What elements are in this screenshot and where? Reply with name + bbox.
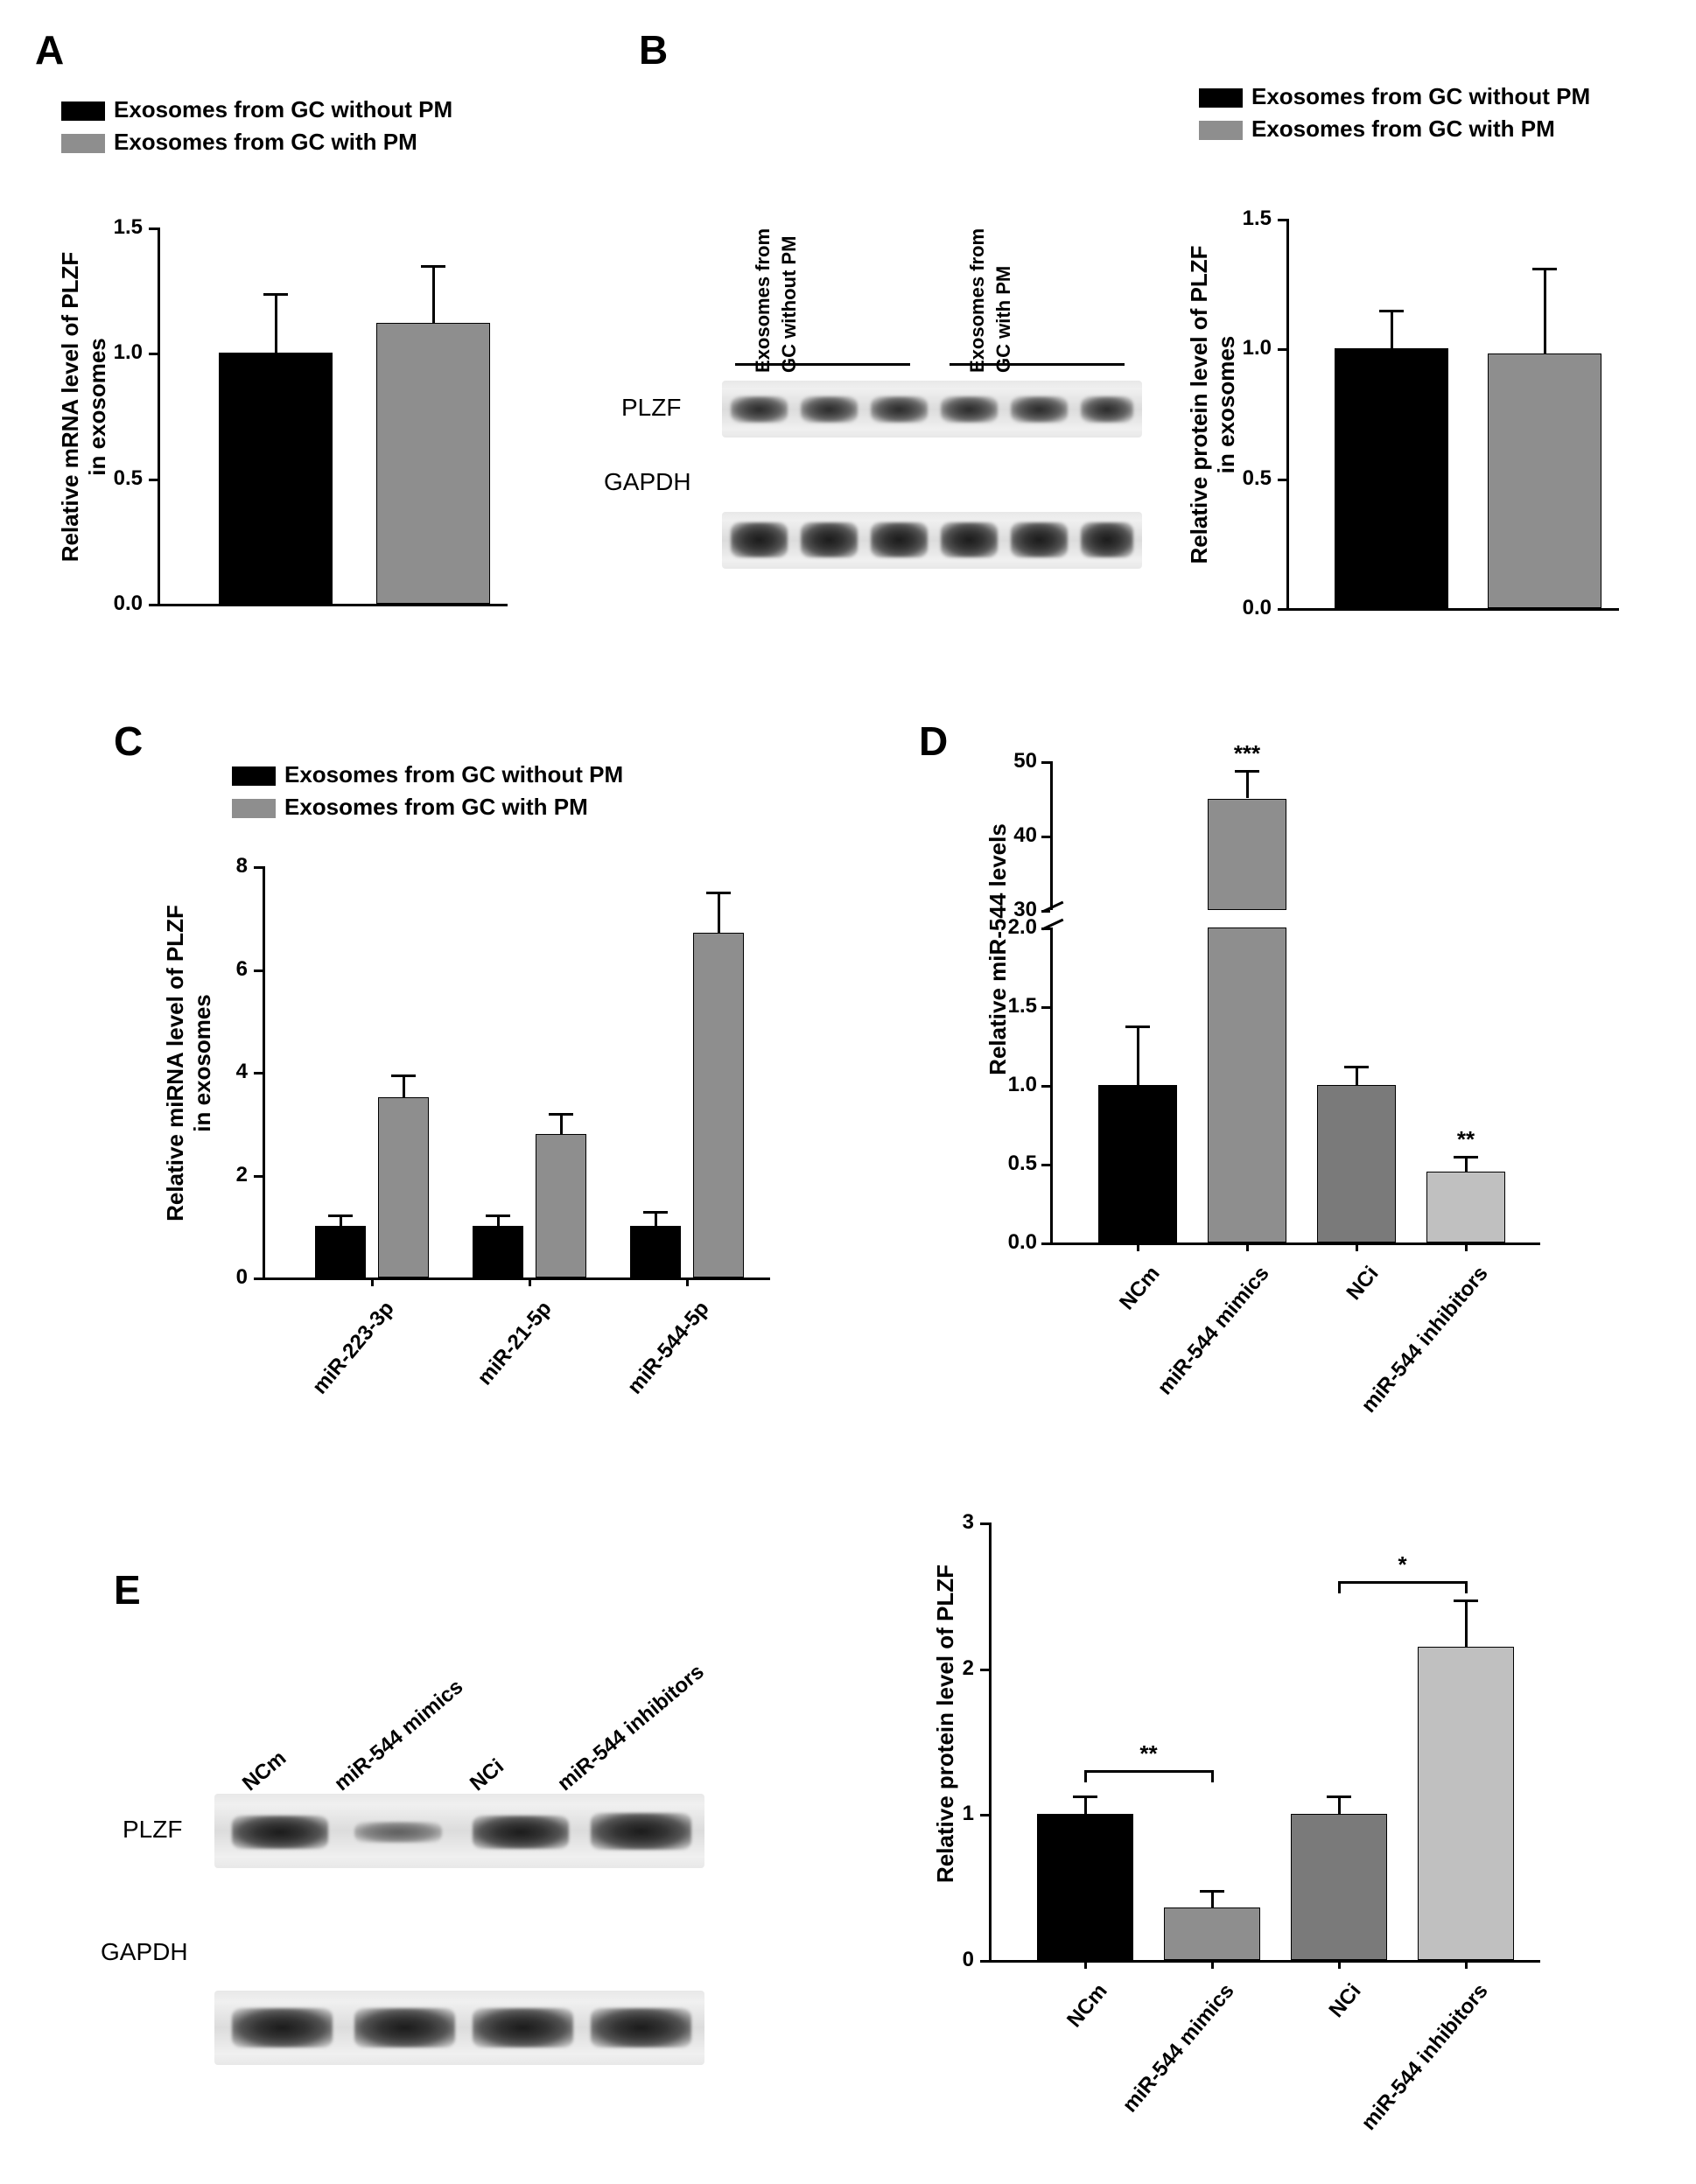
- panel-b-legend: Exosomes from GC without PM Exosomes fro…: [1199, 83, 1590, 148]
- panel-a-legend: Exosomes from GC without PM Exosomes fro…: [61, 96, 452, 161]
- panel-label-d: D: [919, 718, 948, 765]
- panel-label-a: A: [35, 26, 64, 74]
- panel-a-ylabel: Relative mRNA level of PLZFin exosomes: [57, 219, 111, 595]
- panel-d-ylabel: Relative miR-544 levels: [985, 700, 1012, 1199]
- panel-b-chart: Relative protein level of PLZFin exosome…: [1286, 219, 1654, 608]
- panel-label-c: C: [114, 718, 143, 765]
- panel-c-chart: Relative miRNA level of PLZFin exosomes …: [263, 866, 796, 1278]
- panel-e-ylabel: Relative protein level of PLZF: [932, 1505, 959, 1942]
- panel-b-ylabel: Relative protein level of PLZFin exosome…: [1186, 210, 1240, 599]
- panel-e-chart: Relative protein level of PLZF 0123NCmmi…: [989, 1522, 1584, 1960]
- panel-d-chart: Relative miR-544 levels 0.00.51.01.52.03…: [1050, 761, 1593, 1260]
- panel-e-blot: NCm miR-544 mimics NCi miR-544 inhibitor…: [201, 1584, 744, 1732]
- panel-label-b: B: [639, 26, 668, 74]
- panel-label-e: E: [114, 1566, 141, 1614]
- panel-c-legend: Exosomes from GC without PM Exosomes fro…: [232, 761, 623, 826]
- panel-b-blot: Exosomes from GC without PM Exosomes fro…: [709, 122, 1164, 236]
- panel-a-chart: Relative mRNA level of PLZFin exosomes 0…: [158, 228, 543, 604]
